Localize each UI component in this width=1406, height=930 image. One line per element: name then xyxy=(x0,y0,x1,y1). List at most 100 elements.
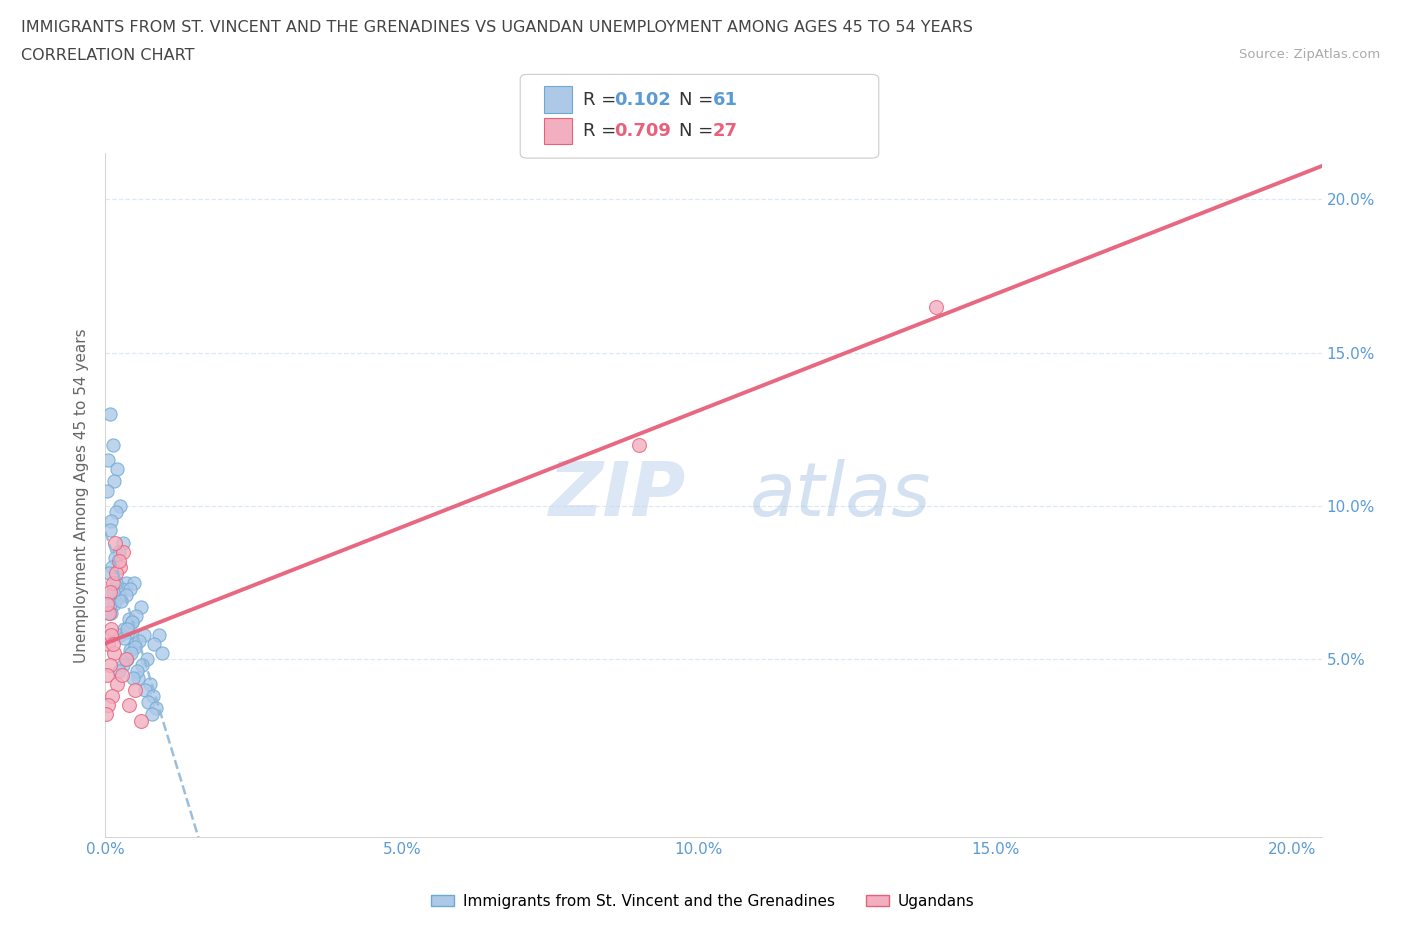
Point xyxy=(94,707,117,722)
Legend: Immigrants from St. Vincent and the Grenadines, Ugandans: Immigrants from St. Vincent and the Gren… xyxy=(425,888,981,915)
Point xyxy=(122,575,145,590)
Point xyxy=(98,406,121,421)
Point xyxy=(115,575,138,590)
Point xyxy=(107,544,129,559)
Point xyxy=(112,631,135,645)
Text: atlas: atlas xyxy=(749,459,931,531)
Point xyxy=(148,627,170,642)
Text: 0.102: 0.102 xyxy=(614,90,671,109)
Point xyxy=(145,701,167,716)
Point xyxy=(100,621,122,636)
Point xyxy=(105,566,128,581)
Point xyxy=(117,621,139,636)
Point xyxy=(129,600,152,615)
Text: ZIP: ZIP xyxy=(550,458,686,532)
Point xyxy=(103,474,125,489)
Point xyxy=(100,627,122,642)
Point xyxy=(139,676,162,691)
Point xyxy=(108,664,131,679)
Point xyxy=(101,560,124,575)
Point xyxy=(100,514,122,529)
Point xyxy=(107,591,129,605)
Text: IMMIGRANTS FROM ST. VINCENT AND THE GRENADINES VS UGANDAN UNEMPLOYMENT AMONG AGE: IMMIGRANTS FROM ST. VINCENT AND THE GREN… xyxy=(21,20,973,35)
Point xyxy=(111,667,134,682)
Point xyxy=(96,484,118,498)
Point xyxy=(104,551,127,565)
Point xyxy=(114,621,136,636)
Point xyxy=(98,523,121,538)
Text: CORRELATION CHART: CORRELATION CHART xyxy=(21,48,194,63)
Point xyxy=(97,605,120,620)
Y-axis label: Unemployment Among Ages 45 to 54 years: Unemployment Among Ages 45 to 54 years xyxy=(75,328,90,662)
Point xyxy=(120,643,142,658)
Point xyxy=(118,581,141,596)
Point xyxy=(101,636,124,651)
Point xyxy=(136,695,159,710)
Text: N =: N = xyxy=(679,90,718,109)
Point xyxy=(105,676,128,691)
Point xyxy=(120,645,142,660)
Point xyxy=(101,584,124,599)
Point xyxy=(103,597,125,612)
Point xyxy=(98,605,121,620)
Point xyxy=(105,505,128,520)
Point xyxy=(101,688,124,703)
Point xyxy=(141,707,163,722)
Text: N =: N = xyxy=(679,122,718,140)
Point xyxy=(115,652,138,667)
Point xyxy=(111,658,134,672)
Point xyxy=(118,612,141,627)
Point xyxy=(107,553,129,568)
Point xyxy=(110,593,132,608)
Point xyxy=(132,627,155,642)
Point xyxy=(118,698,141,712)
Point xyxy=(150,645,173,660)
Text: 0.709: 0.709 xyxy=(614,122,671,140)
Point xyxy=(98,584,121,599)
Point xyxy=(131,658,153,672)
Point xyxy=(122,671,145,685)
Point xyxy=(96,667,118,682)
Point xyxy=(112,544,135,559)
Text: R =: R = xyxy=(583,122,623,140)
Text: R =: R = xyxy=(583,90,623,109)
Text: 61: 61 xyxy=(713,90,738,109)
Point xyxy=(103,645,125,660)
Point xyxy=(124,640,146,655)
Point xyxy=(115,652,138,667)
Point xyxy=(98,566,121,581)
Point xyxy=(110,560,132,575)
Point xyxy=(104,575,127,590)
Point xyxy=(101,575,124,590)
Point xyxy=(114,588,136,603)
Point xyxy=(108,627,131,642)
Point xyxy=(112,536,135,551)
Point xyxy=(98,658,121,672)
Point xyxy=(128,633,150,648)
Point xyxy=(127,664,149,679)
Point xyxy=(100,605,122,620)
Point xyxy=(136,652,159,667)
Point xyxy=(110,498,132,513)
Text: Source: ZipAtlas.com: Source: ZipAtlas.com xyxy=(1240,48,1381,61)
Point xyxy=(97,453,120,468)
Point xyxy=(121,615,143,630)
Point xyxy=(127,671,149,685)
Point xyxy=(134,683,156,698)
Point xyxy=(101,437,124,452)
Point xyxy=(143,636,166,651)
Point xyxy=(124,683,146,698)
Point xyxy=(96,597,118,612)
Point xyxy=(628,437,651,452)
Point xyxy=(925,299,948,314)
Point xyxy=(104,536,127,551)
Point xyxy=(121,615,143,630)
Text: 27: 27 xyxy=(713,122,738,140)
Point xyxy=(98,597,121,612)
Point xyxy=(125,609,148,624)
Point xyxy=(97,636,120,651)
Point xyxy=(124,636,146,651)
Point xyxy=(97,698,120,712)
Point xyxy=(111,581,134,596)
Point xyxy=(105,461,128,476)
